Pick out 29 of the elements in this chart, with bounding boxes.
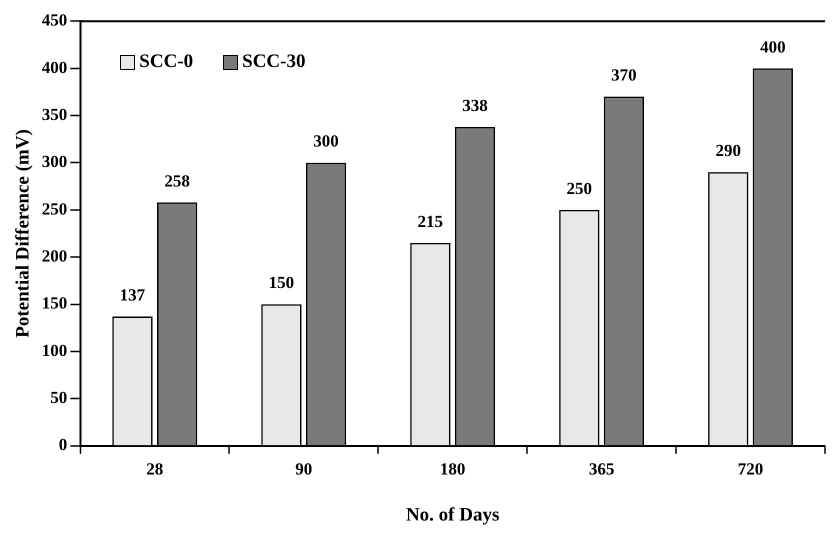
data-label: 370 (611, 66, 637, 85)
data-label: 137 (120, 285, 146, 304)
y-tick-label: 400 (42, 58, 68, 77)
data-label: 300 (313, 132, 339, 151)
y-tick-label: 350 (42, 104, 68, 124)
x-tick-label: 28 (146, 459, 164, 478)
y-tick-label: 250 (42, 199, 68, 218)
x-tick-label: 365 (588, 459, 614, 478)
data-label: 215 (418, 212, 444, 231)
x-tick-label: 90 (295, 459, 312, 478)
data-label: 250 (566, 178, 592, 198)
y-tick-label: 300 (42, 152, 68, 172)
y-tick-label: 0 (58, 435, 68, 454)
x-axis-title: No. of Days (406, 504, 500, 526)
legend-label: SCC-30 (242, 51, 306, 74)
y-tick-label: 450 (42, 10, 68, 30)
x-tick-label: 180 (440, 459, 466, 478)
y-tick-label: 100 (42, 340, 68, 360)
y-tick-label: 150 (42, 294, 68, 313)
y-tick-label: 50 (50, 388, 68, 408)
data-label: 290 (715, 141, 741, 160)
data-label: 258 (164, 171, 190, 190)
legend-label: SCC-0 (139, 51, 194, 74)
y-tick-label: 200 (42, 246, 68, 266)
y-axis-title: Potential Difference (mV) (12, 129, 34, 338)
data-label: 150 (268, 273, 294, 292)
data-label: 400 (760, 37, 786, 56)
x-tick-label: 720 (738, 459, 764, 478)
data-label: 338 (462, 96, 488, 115)
